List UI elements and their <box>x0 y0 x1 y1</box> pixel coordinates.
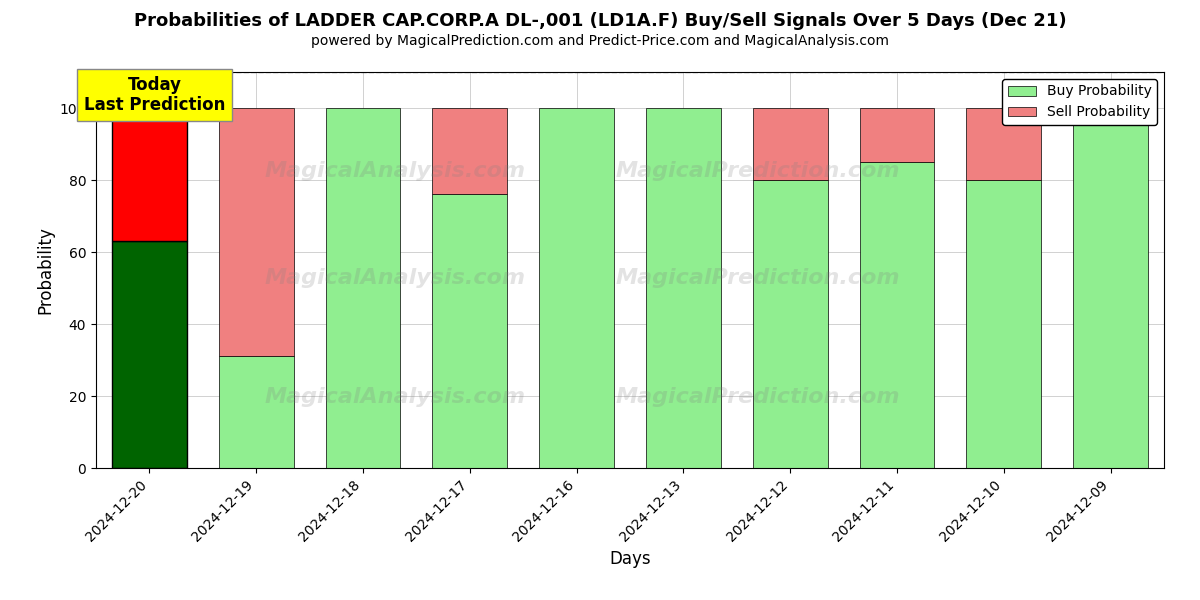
X-axis label: Days: Days <box>610 550 650 568</box>
Text: MagicalAnalysis.com: MagicalAnalysis.com <box>264 387 526 407</box>
Bar <box>859 108 935 162</box>
Bar <box>646 108 721 468</box>
Bar <box>218 108 294 356</box>
Bar <box>432 194 508 468</box>
Bar <box>966 108 1042 180</box>
Bar <box>752 180 828 468</box>
Bar <box>859 162 935 468</box>
Bar <box>539 108 614 468</box>
Text: MagicalPrediction.com: MagicalPrediction.com <box>616 268 900 288</box>
Bar <box>112 241 187 468</box>
Text: MagicalPrediction.com: MagicalPrediction.com <box>616 161 900 181</box>
Bar <box>1073 108 1148 468</box>
Bar <box>966 180 1042 468</box>
Text: powered by MagicalPrediction.com and Predict-Price.com and MagicalAnalysis.com: powered by MagicalPrediction.com and Pre… <box>311 34 889 48</box>
Text: Today
Last Prediction: Today Last Prediction <box>84 76 226 115</box>
Text: MagicalPrediction.com: MagicalPrediction.com <box>616 387 900 407</box>
Text: Probabilities of LADDER CAP.CORP.A DL-,001 (LD1A.F) Buy/Sell Signals Over 5 Days: Probabilities of LADDER CAP.CORP.A DL-,0… <box>133 12 1067 30</box>
Bar <box>325 108 401 468</box>
Bar <box>112 108 187 241</box>
Text: MagicalAnalysis.com: MagicalAnalysis.com <box>264 268 526 288</box>
Legend: Buy Probability, Sell Probability: Buy Probability, Sell Probability <box>1002 79 1157 125</box>
Bar <box>752 108 828 180</box>
Bar <box>432 108 508 194</box>
Y-axis label: Probability: Probability <box>36 226 54 314</box>
Text: MagicalAnalysis.com: MagicalAnalysis.com <box>264 161 526 181</box>
Bar <box>218 356 294 468</box>
